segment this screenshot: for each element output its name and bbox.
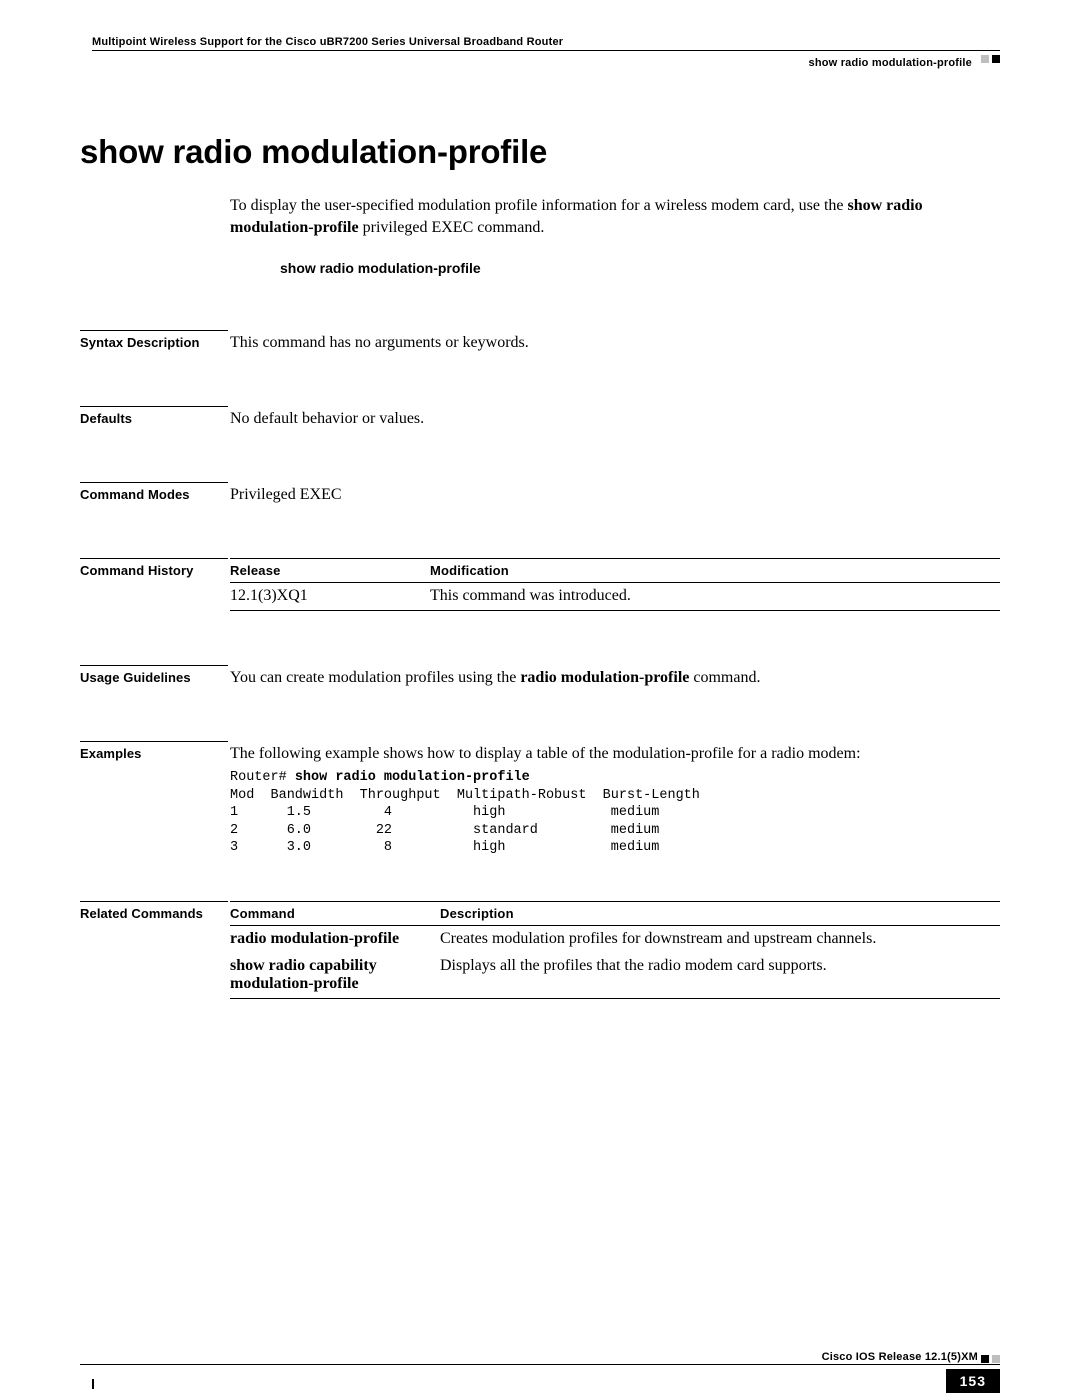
section-syntax-description: Syntax Description This command has no a… [80,330,1000,352]
col-description: Description [440,901,1000,925]
intro-paragraph: To display the user-specified modulation… [230,195,1000,238]
cell-modification: This command was introduced. [430,583,1000,611]
crop-mark-icon [92,1379,94,1389]
related-table: Command Description radio modulation-pro… [230,901,1000,999]
section-body: Privileged EXEC [230,482,1000,504]
section-command-history: Command History Release Modification 12.… [80,558,1000,611]
usage-post: command. [689,669,760,686]
square-icon [981,1355,989,1363]
chapter-title: Multipoint Wireless Support for the Cisc… [92,36,1000,48]
intro-post: privileged EXEC command. [359,219,545,236]
usage-bold: radio modulation-profile [520,669,689,686]
header-command-ref: show radio modulation-profile [80,57,1000,69]
page-footer: Cisco IOS Release 12.1(5)XM 153 [80,1364,1000,1365]
section-body: Command Description radio modulation-pro… [230,901,1000,999]
example-code-block: Router# show radio modulation-profile Mo… [230,769,1000,857]
code-output: Mod Bandwidth Throughput Multipath-Robus… [230,788,700,856]
section-examples: Examples The following example shows how… [80,741,1000,857]
page-container: Multipoint Wireless Support for the Cisc… [0,0,1080,1397]
section-label: Usage Guidelines [80,665,228,685]
table-row: 12.1(3)XQ1 This command was introduced. [230,583,1000,611]
footer-rule: Cisco IOS Release 12.1(5)XM [80,1364,1000,1365]
cell-description: Displays all the profiles that the radio… [440,953,1000,999]
section-usage-guidelines: Usage Guidelines You can create modulati… [80,665,1000,687]
square-icon [992,55,1000,63]
cell-command: show radio capability modulation-profile [230,953,440,999]
usage-pre: You can create modulation profiles using… [230,669,520,686]
intro-pre: To display the user-specified modulation… [230,197,848,214]
header-command-ref-text: show radio modulation-profile [809,57,972,69]
section-defaults: Defaults No default behavior or values. [80,406,1000,428]
section-label: Related Commands [80,901,228,921]
examples-intro: The following example shows how to displ… [230,745,1000,763]
square-icon [992,1355,1000,1363]
col-modification: Modification [430,559,1000,583]
section-label: Syntax Description [80,330,228,350]
section-body: The following example shows how to displ… [230,741,1000,857]
section-label: Examples [80,741,228,761]
section-body: This command has no arguments or keyword… [230,330,1000,352]
section-body: You can create modulation profiles using… [230,665,1000,687]
code-prompt: Router# [230,770,295,785]
footer-release: Cisco IOS Release 12.1(5)XM [816,1351,978,1363]
section-related-commands: Related Commands Command Description rad… [80,901,1000,999]
section-label: Command Modes [80,482,228,502]
header-squares [981,55,1000,63]
page-number: 153 [946,1369,1000,1393]
content-area: To display the user-specified modulation… [80,195,1000,999]
page-title: show radio modulation-profile [80,133,1000,171]
table-row: show radio capability modulation-profile… [230,953,1000,999]
table-header-row: Command Description [230,901,1000,925]
section-label: Defaults [80,406,228,426]
section-body: Release Modification 12.1(3)XQ1 This com… [230,558,1000,611]
cell-description: Creates modulation profiles for downstre… [440,925,1000,953]
square-icon [981,55,989,63]
table-header-row: Release Modification [230,559,1000,583]
col-release: Release [230,559,430,583]
syntax-usage-line: show radio modulation-profile [280,260,1000,276]
cell-release: 12.1(3)XQ1 [230,583,430,611]
code-command: show radio modulation-profile [295,770,530,785]
table-row: radio modulation-profile Creates modulat… [230,925,1000,953]
footer-squares [977,1355,1000,1363]
history-table: Release Modification 12.1(3)XQ1 This com… [230,558,1000,611]
section-label: Command History [80,558,228,578]
cell-command: radio modulation-profile [230,925,440,953]
col-command: Command [230,901,440,925]
section-body: No default behavior or values. [230,406,1000,428]
header-rule: Multipoint Wireless Support for the Cisc… [92,36,1000,51]
section-command-modes: Command Modes Privileged EXEC [80,482,1000,504]
